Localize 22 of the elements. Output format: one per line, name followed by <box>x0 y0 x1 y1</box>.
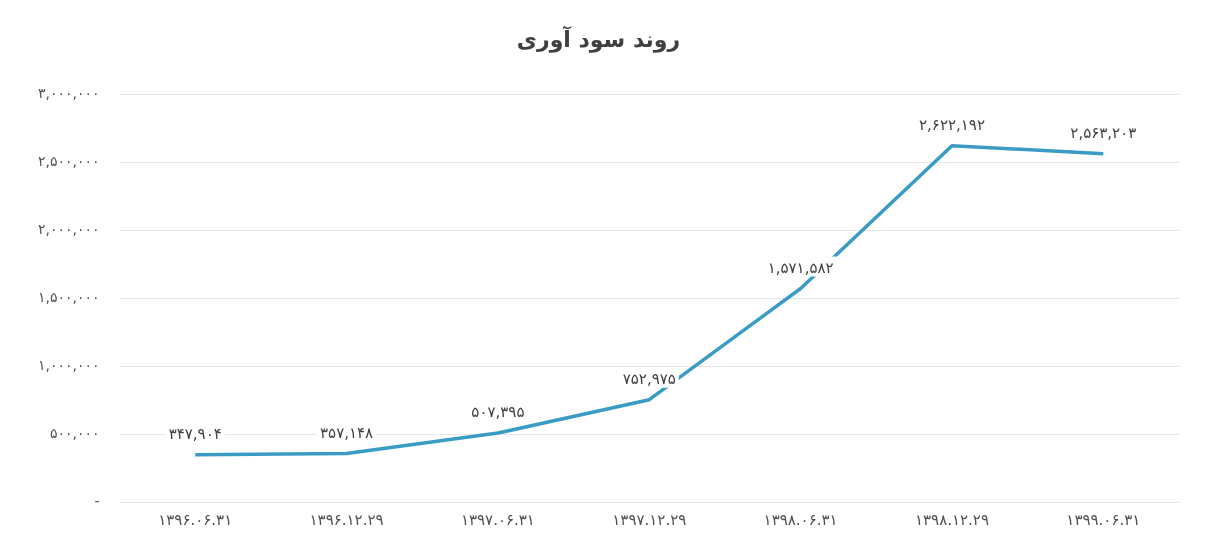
data-label: ۲,۵۶۳,۲۰۳ <box>1070 124 1137 143</box>
y-tick-label: ۱,۰۰۰,۰۰۰ <box>37 356 100 373</box>
x-tick-label: ۱۳۹۸.۱۲.۲۹ <box>914 510 989 529</box>
data-label: ۷۵۲,۹۷۵ <box>622 370 676 389</box>
x-tick-label: ۱۳۹۹.۰۶.۳۱ <box>1066 510 1141 529</box>
x-tick-label: ۱۳۹۶.۱۲.۲۹ <box>309 510 384 529</box>
chart-title: روند سود آوری <box>516 24 681 53</box>
data-label: ۲,۶۲۲,۱۹۲ <box>919 116 985 135</box>
y-tick-label: - <box>94 492 100 509</box>
y-tick-label: ۲,۵۰۰,۰۰۰ <box>37 152 100 169</box>
data-label: ۳۵۷,۱۴۸ <box>320 423 374 442</box>
x-tick-label: ۱۳۹۷.۱۲.۲۹ <box>612 510 687 529</box>
y-tick-label: ۵۰۰,۰۰۰ <box>49 424 100 441</box>
y-tick-label: ۲,۰۰۰,۰۰۰ <box>37 220 100 237</box>
data-label: ۳۴۷,۹۰۴ <box>168 425 222 444</box>
y-tick-label: ۳,۰۰۰,۰۰۰ <box>37 85 100 102</box>
data-label: ۱,۵۷۱,۵۸۲ <box>767 258 834 277</box>
x-tick-label: ۱۳۹۶.۰۶.۳۱ <box>158 510 233 529</box>
y-tick-label: ۱,۵۰۰,۰۰۰ <box>37 288 100 305</box>
x-tick-label: ۱۳۹۸.۰۶.۳۱ <box>763 510 838 529</box>
data-label: ۵۰۷,۳۹۵ <box>471 403 525 422</box>
x-tick-label: ۱۳۹۷.۰۶.۳۱ <box>460 510 535 529</box>
